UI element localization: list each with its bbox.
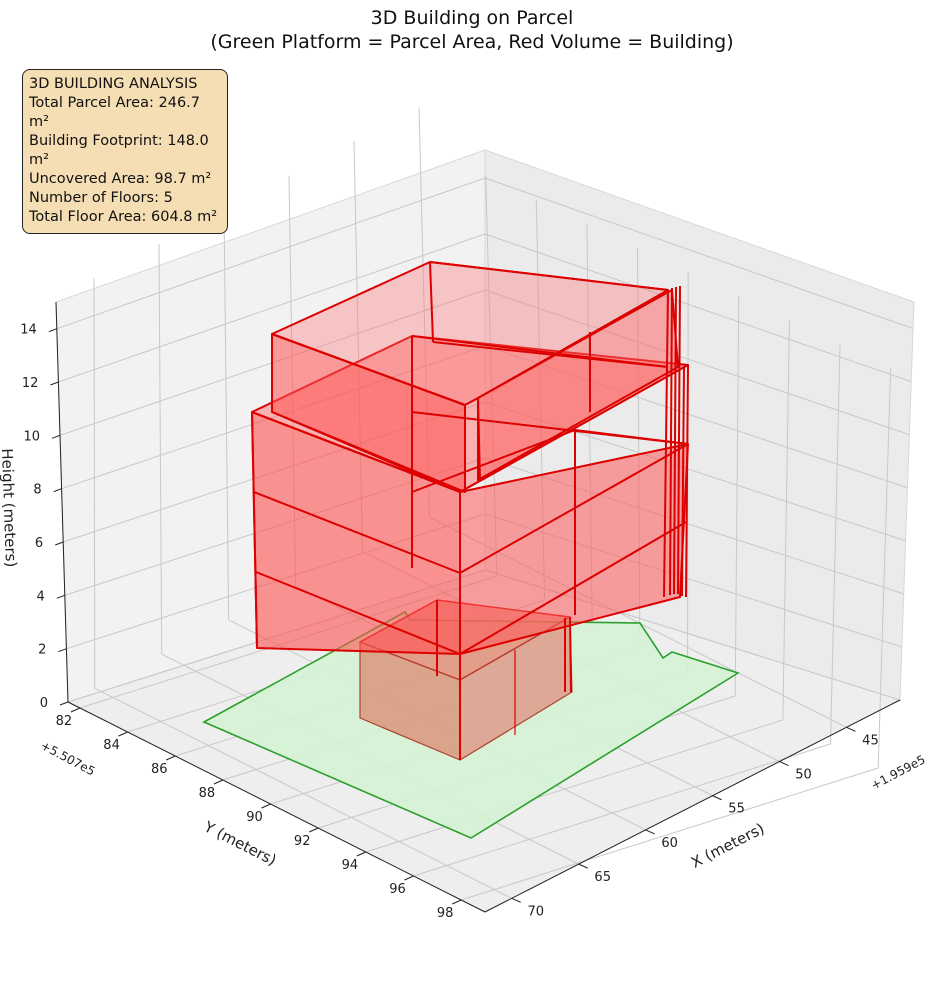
title-line-1: 3D Building on Parcel (370, 7, 574, 29)
info-line-parcel-area: Total Parcel Area: 246.7 m² (29, 95, 200, 130)
upper-right-face (477, 289, 679, 481)
chart-title: 3D Building on Parcel (Green Platform = … (0, 6, 944, 54)
x-tick-label: 70 (528, 904, 545, 919)
y-tick-mark (213, 779, 224, 785)
y-grid-line-vertical (830, 343, 841, 745)
x-tick-mark (511, 897, 521, 903)
info-line-floors: Number of Floors: 5 (29, 190, 173, 206)
z-tick-mark (59, 701, 69, 706)
z-tick-label: 10 (23, 429, 40, 444)
x-tick-label: 60 (661, 836, 678, 851)
z-tick-label: 6 (35, 536, 43, 551)
edge-v-7 (429, 261, 434, 343)
x-tick-mark (846, 726, 856, 732)
z-axis-label: Height (meters) (0, 448, 20, 568)
x-grid-line-vertical (223, 209, 230, 620)
y-grid-line-vertical (734, 295, 740, 697)
y-tick-mark (166, 755, 176, 761)
y-tick-label: 98 (437, 906, 454, 921)
y-grid-line-vertical (782, 319, 790, 721)
edge-v-15 (685, 364, 689, 598)
info-line-uncovered: Uncovered Area: 98.7 m² (29, 171, 212, 187)
x-tick-mark (645, 829, 655, 835)
floor-line-8 (432, 341, 669, 368)
x-tick-label: 65 (594, 870, 611, 885)
y-tick-mark (308, 827, 319, 833)
x-tick-mark (712, 795, 722, 801)
analysis-info-box: 3D BUILDING ANALYSIS Total Parcel Area: … (22, 69, 228, 234)
z-tick-label: 2 (38, 643, 46, 658)
x-tick-label: 55 (728, 802, 745, 817)
y-tick-label: 92 (294, 834, 311, 849)
title-line-2: (Green Platform = Parcel Area, Red Volum… (210, 31, 734, 53)
y-tick-label: 86 (151, 762, 168, 777)
edge-v-1 (251, 411, 258, 649)
z-grid-line (484, 177, 914, 330)
z-tick-label: 0 (40, 696, 48, 711)
z-tick-mark (56, 594, 65, 599)
y-tick-label: 84 (103, 738, 120, 753)
x-grid-line (94, 687, 512, 899)
z-tick-label: 12 (22, 376, 39, 391)
building-volume (251, 261, 689, 761)
y-tick-mark (118, 731, 128, 737)
y-tick-label: 82 (56, 714, 73, 729)
y-tick-mark (404, 875, 414, 881)
z-tick-mark (50, 381, 59, 386)
edge-v-12 (673, 286, 677, 595)
z-tick-mark (58, 648, 67, 653)
z-tick-mark (53, 488, 62, 493)
x-grid-line-vertical (93, 278, 96, 689)
x-grid-line-vertical (158, 244, 163, 655)
y-grid-line (365, 719, 784, 853)
y-tick-mark (451, 899, 462, 905)
x-tick-label: 45 (862, 733, 879, 748)
z-tick-label: 8 (33, 483, 41, 498)
y-grid-line-vertical (877, 367, 892, 769)
info-line-floor-area: Total Floor Area: 604.8 m² (29, 209, 218, 225)
y-tick-mark (261, 803, 271, 809)
z-tick-mark (48, 328, 57, 333)
edge-v-10 (663, 289, 669, 598)
x-tick-mark (779, 761, 789, 767)
z-tick-mark (55, 541, 64, 546)
y-offset-label: +5.507e5 (38, 738, 97, 778)
info-heading: 3D BUILDING ANALYSIS (29, 76, 198, 92)
y-axis-label: Y (meters) (200, 817, 279, 869)
y-tick-label: 90 (246, 810, 263, 825)
x-axis-label: X (meters) (688, 819, 767, 871)
z-grid-line (58, 233, 486, 383)
info-line-footprint: Building Footprint: 148.0 m² (29, 133, 209, 168)
y-tick-label: 88 (199, 786, 216, 801)
y-tick-label: 96 (389, 882, 406, 897)
z-tick-label: 14 (20, 323, 37, 338)
z-tick-mark (51, 434, 61, 439)
axis-ticks: 0 2 4 6 8 10 12 14 82 84 86 88 90 92 94 96 98 45 50 55 60 65 7… (20, 323, 878, 921)
x-offset-label: +1.959e5 (869, 752, 928, 792)
edge-v-11 (669, 287, 673, 596)
x-tick-mark (578, 863, 588, 869)
edge-v-4 (477, 397, 481, 481)
edge-v-18 (569, 616, 572, 693)
x-axis-line (484, 699, 901, 913)
floor-line-7 (429, 261, 669, 291)
y-axis-line (67, 701, 486, 913)
x-tick-label: 50 (795, 768, 812, 783)
edge-v-14 (681, 365, 685, 597)
z-tick-label: 4 (37, 589, 45, 604)
y-grid-line (413, 743, 831, 877)
y-tick-mark (70, 707, 81, 713)
y-grid-line (461, 767, 879, 901)
z-axis-line (55, 301, 69, 703)
y-tick-mark (356, 851, 367, 857)
z-grid-line (61, 345, 486, 490)
floor-line-5 (271, 411, 461, 493)
y-tick-label: 94 (342, 858, 359, 873)
edge-v-13 (677, 285, 681, 595)
floor-line-4 (271, 333, 466, 406)
z-grid-line (56, 177, 486, 330)
